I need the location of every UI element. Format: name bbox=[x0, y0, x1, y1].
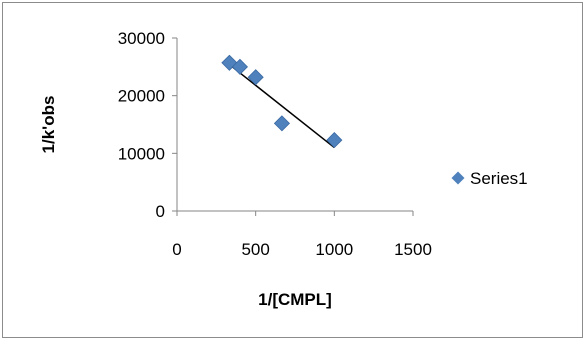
legend-marker-diamond bbox=[451, 171, 465, 185]
trendline-group bbox=[228, 63, 335, 149]
data-point bbox=[231, 58, 248, 75]
y-tick-label: 0 bbox=[156, 202, 165, 221]
legend: Series1 bbox=[451, 169, 528, 188]
data-point bbox=[221, 54, 238, 71]
trendline bbox=[228, 63, 335, 149]
x-tick-label: 1000 bbox=[315, 240, 353, 259]
data-points bbox=[221, 54, 343, 149]
legend-entry-series1: Series1 bbox=[470, 169, 528, 188]
x-tick-label: 500 bbox=[241, 240, 269, 259]
y-tick-label: 10000 bbox=[118, 144, 165, 163]
chart-area bbox=[2, 2, 583, 338]
x-axis-title: 1/[CMPL] bbox=[258, 290, 332, 309]
y-tick-label: 30000 bbox=[118, 29, 165, 48]
y-ticks: 0 10000 20000 30000 bbox=[118, 29, 177, 221]
y-axis-title: 1/k'obs bbox=[39, 96, 58, 154]
x-tick-label: 1500 bbox=[394, 240, 432, 259]
data-point bbox=[273, 115, 291, 132]
x-tick-label: 0 bbox=[172, 240, 181, 259]
axes bbox=[176, 38, 413, 212]
y-tick-label: 20000 bbox=[118, 87, 165, 106]
x-ticks: 0 500 1000 1500 bbox=[172, 211, 432, 259]
data-point bbox=[247, 69, 264, 86]
data-point bbox=[326, 132, 343, 149]
